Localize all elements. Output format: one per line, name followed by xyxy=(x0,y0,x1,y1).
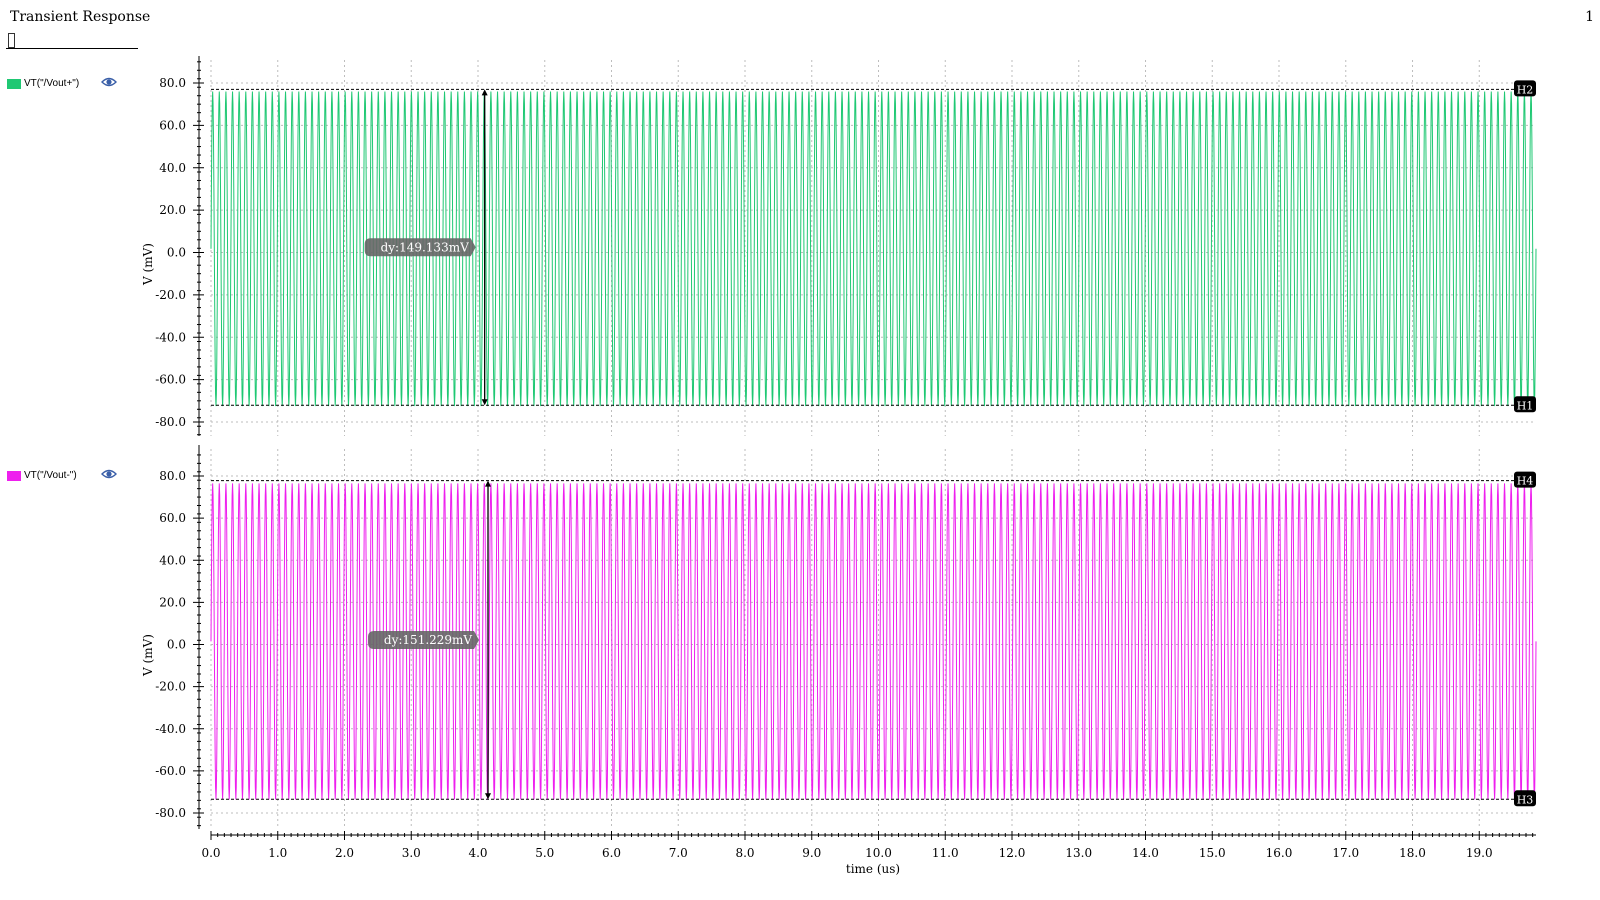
y-axis-label: V (mV) xyxy=(141,243,155,286)
marker-label: H4 xyxy=(1517,475,1534,488)
delta-callout xyxy=(368,630,480,649)
y-tick-label: -40.0 xyxy=(155,330,186,344)
y-tick-label: -80.0 xyxy=(155,806,186,820)
window-title: Transient Response xyxy=(10,9,151,25)
x-tick-label: 10.0 xyxy=(865,846,892,860)
y-tick-label: -60.0 xyxy=(155,373,186,387)
y-tick-label: -20.0 xyxy=(155,288,186,302)
marker-label: H2 xyxy=(1517,83,1534,96)
delta-arrow-bottom xyxy=(481,399,488,406)
y-tick-label: -60.0 xyxy=(155,764,186,778)
x-tick-label: 7.0 xyxy=(669,846,688,860)
x-axis-label: time (us) xyxy=(846,862,900,876)
y-tick-label: 40.0 xyxy=(159,161,186,175)
x-tick-label: 15.0 xyxy=(1199,846,1226,860)
series-line xyxy=(210,91,1537,407)
legend-item-vout-minus[interactable]: VT("/Vout-") xyxy=(7,469,117,481)
marker-badge xyxy=(1514,790,1536,807)
x-tick-label: 4.0 xyxy=(468,846,487,860)
y-tick-label: 20.0 xyxy=(159,595,186,609)
x-tick-label: 18.0 xyxy=(1399,846,1426,860)
x-tick-label: 2.0 xyxy=(335,846,354,860)
y-tick-label: -80.0 xyxy=(155,415,186,429)
x-tick-label: 11.0 xyxy=(932,846,959,860)
plot-title-input[interactable] xyxy=(6,30,138,49)
legend-swatch-vout-minus xyxy=(7,470,21,481)
legend-item-vout-plus[interactable]: VT("/Vout+") xyxy=(7,77,117,89)
legend-swatch-vout-plus xyxy=(7,78,21,89)
delta-callout xyxy=(364,238,476,257)
marker-badge xyxy=(1514,396,1536,413)
delta-arrow-top xyxy=(481,89,488,96)
x-tick-label: 5.0 xyxy=(535,846,554,860)
y-tick-label: 0.0 xyxy=(167,246,186,260)
legend-label-vout-plus: VT("/Vout+") xyxy=(24,78,80,89)
x-tick-label: 9.0 xyxy=(802,846,821,860)
marker-badge xyxy=(1514,471,1536,488)
y-tick-label: 80.0 xyxy=(159,469,186,483)
y-tick-label: 80.0 xyxy=(159,76,186,90)
legend-label-vout-minus: VT("/Vout-") xyxy=(24,470,77,481)
delta-label: dy:149.133mV xyxy=(381,240,470,254)
y-tick-label: -20.0 xyxy=(155,680,186,694)
page-number: 1 xyxy=(1585,9,1594,25)
x-tick-label: 17.0 xyxy=(1332,846,1359,860)
marker-badge xyxy=(1514,80,1536,97)
x-tick-label: 16.0 xyxy=(1266,846,1293,860)
delta-arrow-bottom xyxy=(485,793,492,800)
x-tick-label: 12.0 xyxy=(999,846,1026,860)
x-tick-label: 19.0 xyxy=(1466,846,1493,860)
x-tick-label: 6.0 xyxy=(602,846,621,860)
x-tick-label: 0.0 xyxy=(201,846,220,860)
x-tick-label: 14.0 xyxy=(1132,846,1159,860)
delta-label: dy:151.229mV xyxy=(384,633,473,647)
series-line xyxy=(210,483,1537,800)
marker-label: H1 xyxy=(1517,399,1534,412)
y-tick-label: 0.0 xyxy=(167,638,186,652)
x-tick-label: 13.0 xyxy=(1065,846,1092,860)
eye-icon[interactable] xyxy=(101,76,117,88)
y-tick-label: 60.0 xyxy=(159,511,186,525)
y-tick-label: 20.0 xyxy=(159,203,186,217)
y-tick-label: -40.0 xyxy=(155,722,186,736)
y-tick-label: 60.0 xyxy=(159,118,186,132)
x-tick-label: 1.0 xyxy=(268,846,287,860)
delta-arrow-top xyxy=(485,480,492,487)
y-tick-label: 40.0 xyxy=(159,553,186,567)
eye-icon[interactable] xyxy=(101,468,117,480)
x-tick-label: 8.0 xyxy=(735,846,754,860)
marker-label: H3 xyxy=(1517,793,1534,806)
y-axis-label: V (mV) xyxy=(141,634,155,677)
x-tick-label: 3.0 xyxy=(402,846,421,860)
